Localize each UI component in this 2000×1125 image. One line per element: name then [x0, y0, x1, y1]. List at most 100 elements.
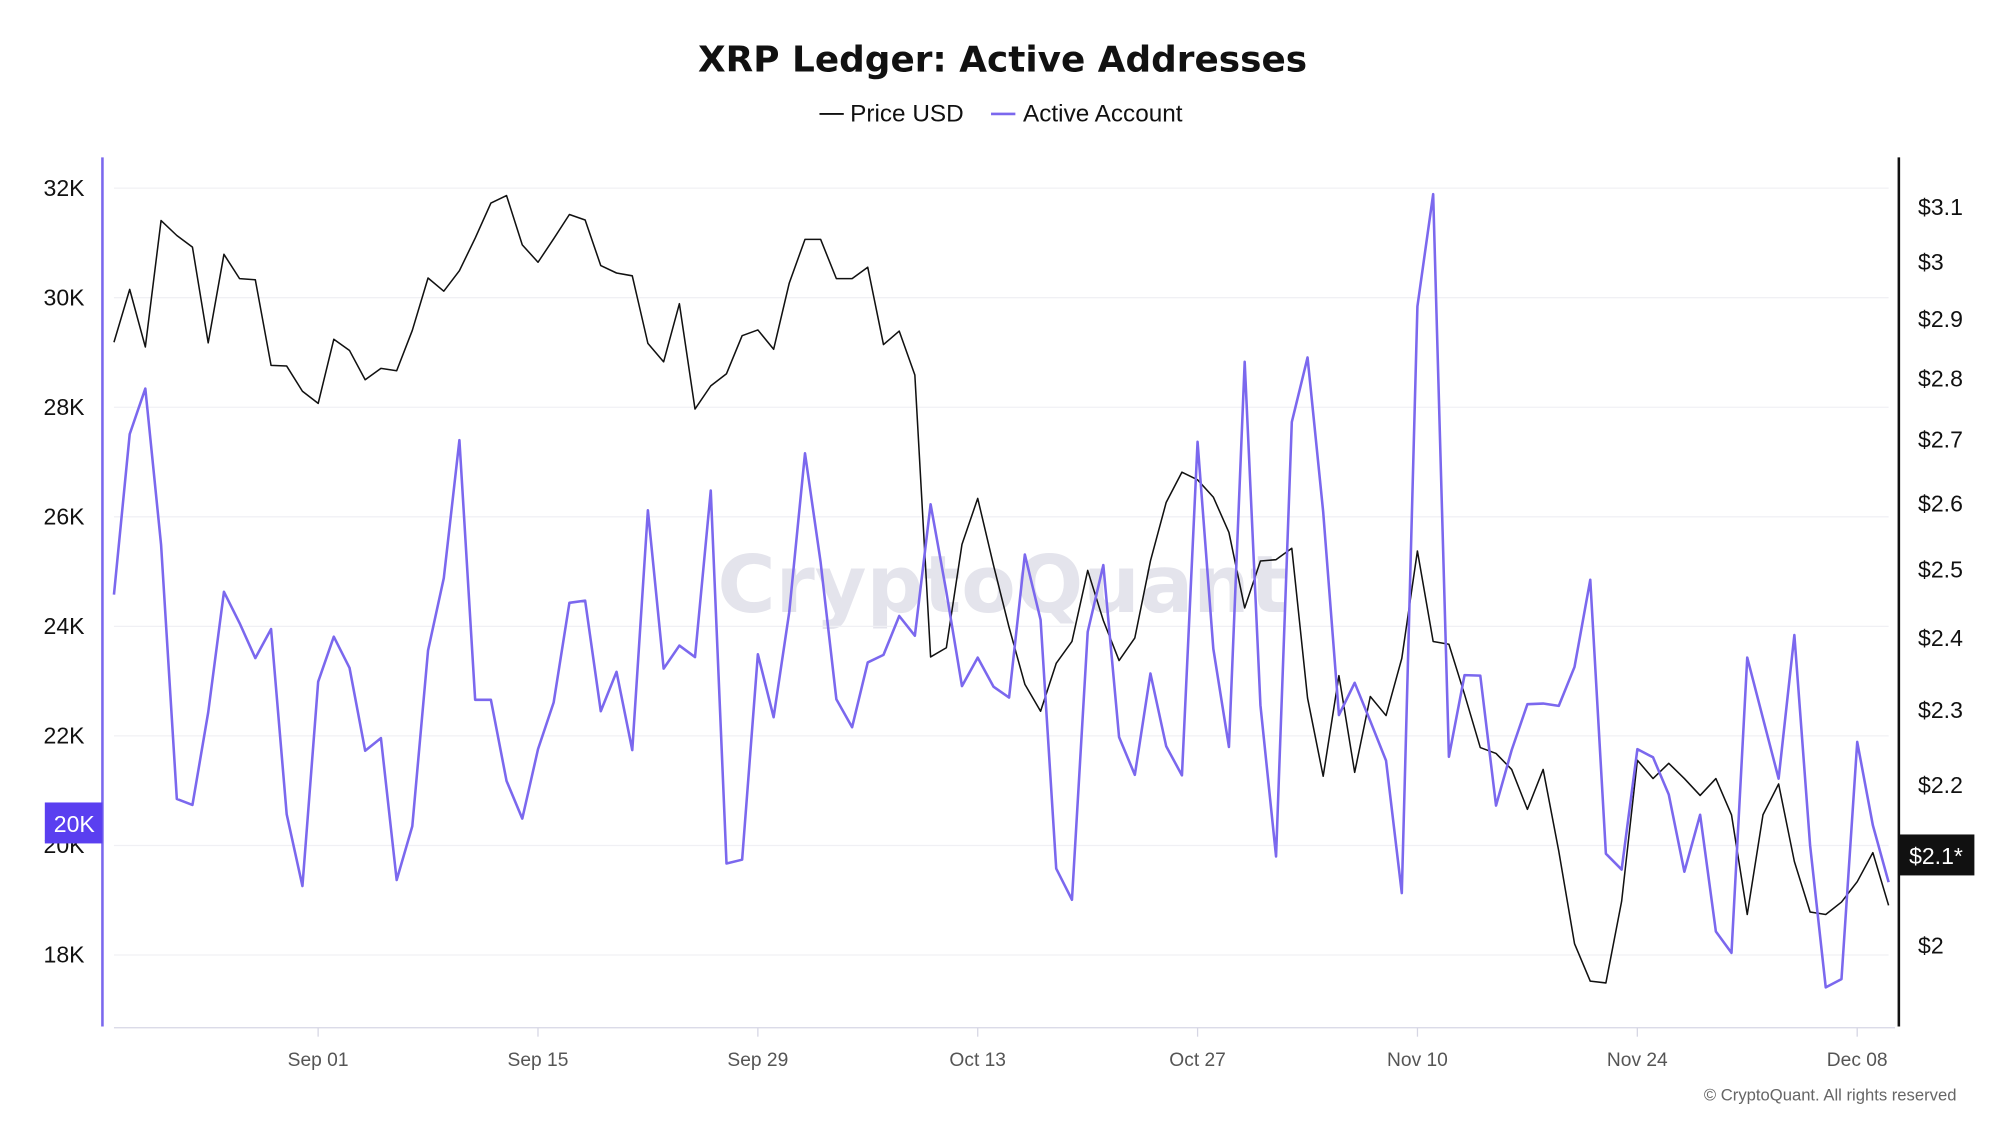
- active-account-point: [1604, 852, 1608, 856]
- legend-label-price: Price USD: [850, 101, 964, 128]
- price-usd-point: [175, 234, 179, 238]
- active-account-point: [1431, 192, 1435, 196]
- active-account-point: [1714, 930, 1718, 934]
- price-usd-point: [1227, 530, 1231, 534]
- right-tick-label: $2.4: [1918, 625, 1963, 651]
- price-usd-point: [646, 341, 650, 345]
- active-account-point: [1651, 755, 1655, 759]
- price-usd-point: [1007, 625, 1011, 629]
- price-usd-point: [238, 277, 242, 281]
- left-tick-label: 26K: [44, 503, 86, 529]
- active-account-point: [1745, 656, 1749, 660]
- price-usd-point: [410, 329, 414, 333]
- active-account-point: [1463, 673, 1467, 677]
- active-account-point: [1698, 813, 1702, 817]
- price-usd-point: [929, 655, 933, 659]
- legend-item-active[interactable]: Active Account: [991, 101, 1183, 128]
- active-account-point: [819, 560, 823, 564]
- active-account-point: [520, 817, 524, 821]
- price-usd-point: [897, 329, 901, 333]
- price-usd-point: [520, 243, 524, 247]
- active-account-point: [1588, 578, 1592, 582]
- active-account-point: [1541, 702, 1545, 706]
- active-account-point: [1416, 305, 1420, 309]
- price-usd-point: [1290, 546, 1294, 550]
- x-tick-label: Nov 24: [1607, 1050, 1668, 1071]
- price-usd-point: [599, 264, 603, 268]
- price-usd-point: [1086, 569, 1090, 573]
- active-account-point: [756, 652, 760, 656]
- price-usd-point: [1855, 880, 1859, 884]
- active-account-point: [709, 489, 713, 493]
- price-usd-point: [1054, 661, 1058, 665]
- price-usd-point: [772, 347, 776, 351]
- active-account-point: [379, 736, 383, 740]
- price-usd-point: [1133, 636, 1137, 640]
- price-usd-point: [1683, 777, 1687, 781]
- active-account-point: [269, 627, 273, 631]
- price-usd-point: [1180, 470, 1184, 474]
- right-tick-label: $3: [1918, 249, 1944, 275]
- active-account-point: [646, 508, 650, 512]
- active-account-point: [1337, 713, 1341, 717]
- legend-label-active: Active Account: [1023, 101, 1183, 128]
- price-usd-point: [725, 372, 729, 376]
- price-usd-point: [1588, 979, 1592, 983]
- active-account-point: [960, 684, 964, 688]
- active-account-point: [803, 451, 807, 455]
- active-account-point: [1054, 867, 1058, 871]
- price-usd-point: [1557, 849, 1561, 853]
- price-usd-point: [1698, 793, 1702, 797]
- price-usd-point: [316, 402, 320, 406]
- active-account-point: [567, 601, 571, 605]
- left-tick-label: 28K: [44, 394, 86, 420]
- left-axis-marker: 20K: [44, 802, 103, 844]
- left-axis: 18K 20K 22K 24K 26K 28K 30K 32K: [44, 157, 104, 1027]
- left-tick-label: 30K: [44, 284, 86, 310]
- copyright: © CryptoQuant. All rights reserved: [1704, 1086, 1957, 1105]
- active-account-point: [772, 715, 776, 719]
- price-usd-point: [159, 219, 163, 223]
- price-usd-point: [269, 363, 273, 367]
- price-usd-point: [1306, 696, 1310, 700]
- right-tick-label: $2.9: [1918, 306, 1963, 332]
- price-usd-point: [615, 271, 619, 275]
- price-usd-point: [332, 337, 336, 341]
- active-account-point: [300, 884, 304, 888]
- price-usd-point: [222, 252, 226, 256]
- right-marker-box: [1898, 834, 1975, 876]
- price-usd-point: [1416, 549, 1420, 553]
- active-account-point: [128, 432, 132, 436]
- price-usd-point: [1117, 659, 1121, 663]
- active-account-point: [1510, 748, 1514, 752]
- active-account-point: [458, 438, 462, 442]
- active-account-point: [1447, 755, 1451, 759]
- price-usd-point: [850, 277, 854, 281]
- price-usd-point: [1353, 771, 1357, 775]
- price-usd-point: [740, 334, 744, 338]
- price-usd-point: [143, 345, 147, 349]
- active-account-point: [1840, 977, 1844, 981]
- price-usd-point: [489, 201, 493, 205]
- left-tick-label: 32K: [44, 175, 86, 201]
- active-account-point: [348, 666, 352, 670]
- active-account-point: [489, 698, 493, 702]
- price-usd-point: [285, 364, 289, 368]
- active-account-point: [1243, 360, 1247, 364]
- active-account-point: [316, 680, 320, 684]
- right-marker-label: $2.1*: [1909, 843, 1963, 869]
- price-usd-point: [1541, 767, 1545, 771]
- price-usd-point: [1039, 709, 1043, 713]
- price-usd-point: [1321, 774, 1325, 778]
- active-account-point: [677, 644, 681, 648]
- active-account-point: [630, 748, 634, 752]
- active-account-point: [1039, 618, 1043, 622]
- legend-item-price[interactable]: Price USD: [819, 101, 964, 128]
- price-usd-point: [112, 340, 116, 344]
- price-usd-point: [1447, 642, 1451, 646]
- price-usd-point: [1431, 640, 1435, 644]
- price-usd-point: [128, 288, 132, 292]
- active-account-point: [1667, 793, 1671, 797]
- active-account-point: [1620, 868, 1624, 872]
